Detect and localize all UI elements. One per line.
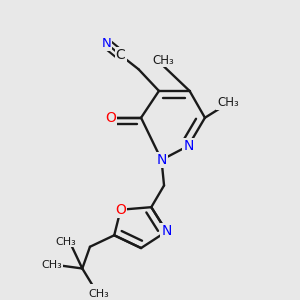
- Text: CH₃: CH₃: [217, 96, 239, 109]
- Text: CH₃: CH₃: [152, 54, 174, 67]
- Text: N: N: [102, 37, 111, 50]
- Text: CH₃: CH₃: [41, 260, 62, 270]
- Text: N: N: [156, 153, 167, 167]
- Text: C: C: [116, 48, 125, 62]
- Text: N: N: [183, 139, 194, 153]
- Text: CH₃: CH₃: [88, 289, 109, 299]
- Text: CH₃: CH₃: [55, 237, 76, 247]
- Text: O: O: [115, 203, 126, 217]
- Text: O: O: [105, 111, 116, 125]
- Text: N: N: [161, 224, 172, 239]
